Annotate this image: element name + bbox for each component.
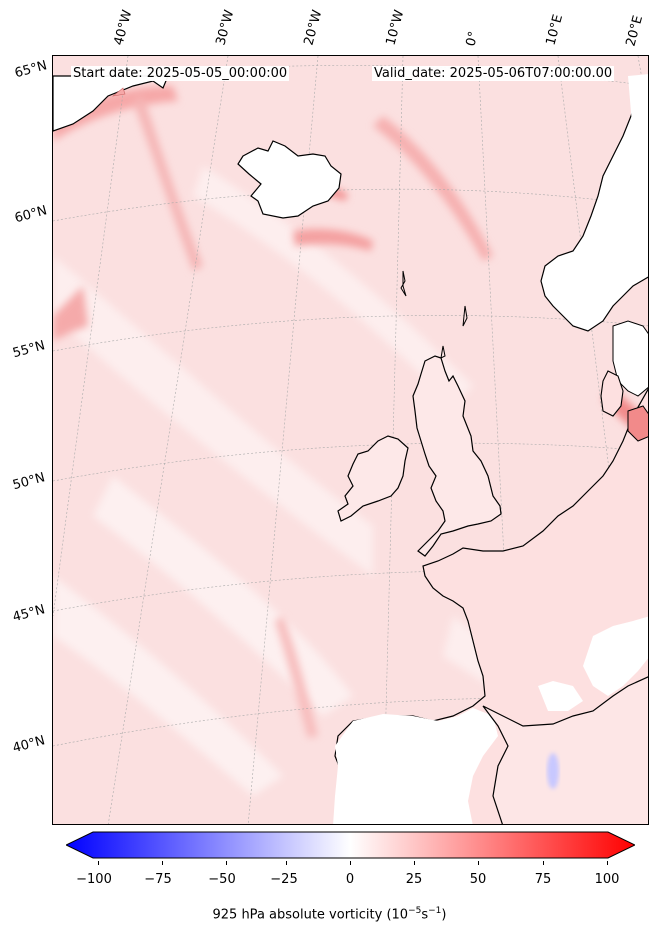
colorbar-tick: −100	[76, 872, 112, 887]
land-great-britain	[412, 355, 502, 557]
lon-label-10w: 10°W	[383, 8, 408, 47]
valid-date-label: Valid_date: 2025-05-06T07:00:00.00	[372, 66, 615, 81]
lat-label-55n: 55°N	[11, 338, 47, 362]
lat-label-65n: 65°N	[13, 58, 49, 82]
land-iberia	[333, 708, 498, 824]
land-scandinavia	[540, 86, 648, 332]
vorticity-map	[53, 56, 648, 824]
colorbar-tick: −50	[208, 872, 236, 887]
land-continental-europe	[334, 388, 648, 824]
colorbar-tick: 50	[469, 872, 487, 887]
lon-label-30w: 30°W	[213, 8, 238, 47]
lat-label-60n: 60°N	[13, 203, 49, 227]
lon-label-10e: 10°E	[543, 12, 567, 48]
lat-label-50n: 50°N	[11, 470, 47, 494]
land-iceland	[237, 140, 342, 219]
colorbar-tick: 75	[534, 872, 552, 887]
colorbar	[66, 831, 635, 859]
lat-label-40n: 40°N	[11, 733, 47, 757]
colorbar-tick: −75	[144, 872, 172, 887]
lon-label-0: 0°	[463, 29, 482, 48]
land-ireland	[337, 435, 409, 522]
start-date-label: Start date: 2025-05-05_00:00:00	[71, 66, 290, 81]
field-light-streaks	[53, 166, 648, 796]
lon-label-40w: 40°W	[111, 8, 136, 47]
lon-label-20e: 20°E	[623, 13, 647, 49]
lon-label-20w: 20°W	[301, 8, 326, 47]
lat-label-45n: 45°N	[11, 602, 47, 626]
colorbar-tick: −25	[270, 872, 298, 887]
colorbar-tick: 25	[405, 872, 423, 887]
colorbar-title: 925 hPa absolute vorticity (10−5s−1)	[212, 906, 447, 923]
map-panel: Start date: 2025-05-05_00:00:00 Valid_da…	[52, 55, 649, 825]
colorbar-tick: 0	[345, 872, 355, 887]
colorbar-tick: 100	[594, 872, 620, 887]
